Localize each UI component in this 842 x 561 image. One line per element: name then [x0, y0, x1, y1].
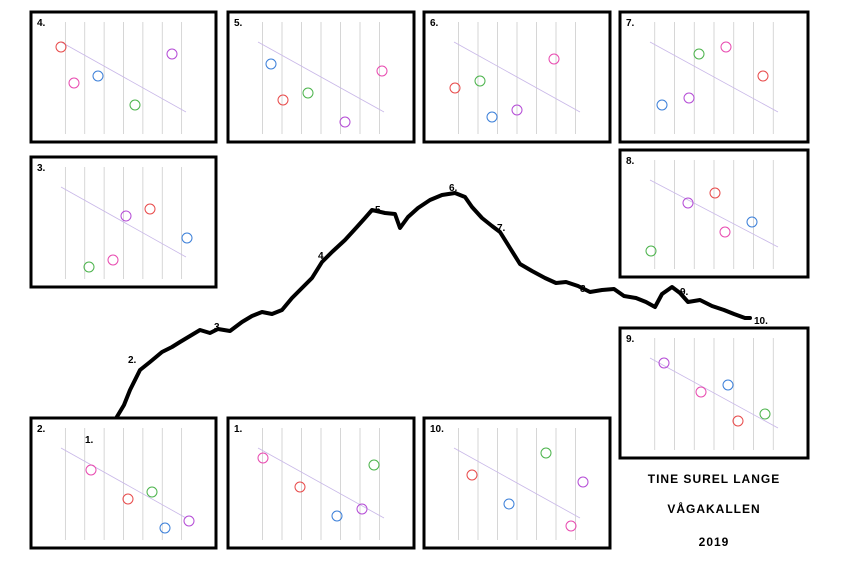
- doodle: [466, 469, 478, 481]
- profile-label: 7.: [497, 223, 506, 234]
- doodle: [122, 493, 134, 505]
- panel-label: 7.: [626, 18, 635, 29]
- doodle: [302, 87, 314, 99]
- panel-guide: [60, 186, 187, 258]
- panel-guide: [453, 41, 581, 113]
- panel-guide: [453, 447, 581, 519]
- doodle: [658, 357, 670, 369]
- doodle: [339, 116, 351, 128]
- doodle: [83, 261, 95, 273]
- doodle: [183, 515, 195, 527]
- profile-label: 1.: [85, 435, 94, 446]
- panel-label: 2.: [37, 424, 46, 435]
- doodle: [540, 447, 552, 459]
- panel-label: 5.: [234, 18, 243, 29]
- doodle: [356, 503, 368, 515]
- doodle: [683, 92, 695, 104]
- doodle: [720, 41, 732, 53]
- doodle: [565, 520, 577, 532]
- doodle: [92, 70, 104, 82]
- doodle: [759, 408, 771, 420]
- panel-guide: [649, 179, 779, 248]
- doodle: [695, 386, 707, 398]
- doodle: [55, 41, 67, 53]
- doodle: [107, 254, 119, 266]
- doodle: [645, 245, 657, 257]
- doodle: [331, 510, 343, 522]
- profile-label: 8.: [580, 284, 589, 295]
- profile-label: 6.: [449, 183, 458, 194]
- doodle: [709, 187, 721, 199]
- doodle: [486, 111, 498, 123]
- doodle: [85, 464, 97, 476]
- doodle: [746, 216, 758, 228]
- doodle: [693, 48, 705, 60]
- doodle: [503, 498, 515, 510]
- mountain-profile: [96, 191, 752, 442]
- panel-guide: [257, 41, 385, 113]
- doodle: [511, 104, 523, 116]
- artwork-year: 2019: [699, 535, 730, 549]
- artwork-title: VÅGAKALLEN: [667, 501, 760, 516]
- doodle: [166, 48, 178, 60]
- doodle: [277, 94, 289, 106]
- doodle: [368, 459, 380, 471]
- panel-guide: [60, 41, 187, 113]
- panel-label: 9.: [626, 334, 635, 345]
- doodle: [732, 415, 744, 427]
- doodle: [181, 232, 193, 244]
- artist-name: TINE SUREL LANGE: [648, 472, 780, 486]
- profile-label: 10.: [754, 316, 768, 327]
- doodle: [68, 77, 80, 89]
- panel-label: 4.: [37, 18, 46, 29]
- doodle: [682, 197, 694, 209]
- doodle: [722, 379, 734, 391]
- doodle: [577, 476, 589, 488]
- doodle: [376, 65, 388, 77]
- panel-guide: [649, 357, 779, 429]
- panel-guide: [257, 447, 385, 519]
- doodle: [159, 522, 171, 534]
- panel-guide: [649, 41, 779, 113]
- doodle: [548, 53, 560, 65]
- doodle: [474, 75, 486, 87]
- panel-guide: [60, 447, 187, 519]
- profile-label: 5.: [375, 205, 384, 216]
- panel-label: 1.: [234, 424, 243, 435]
- doodle: [656, 99, 668, 111]
- doodle: [294, 481, 306, 493]
- doodle: [257, 452, 269, 464]
- profile-label: 9.: [680, 287, 689, 298]
- doodle: [129, 99, 141, 111]
- doodle: [120, 210, 132, 222]
- doodle: [449, 82, 461, 94]
- profile-label: 3.: [214, 322, 223, 333]
- panel-label: 3.: [37, 163, 46, 174]
- profile-label: 2.: [128, 355, 137, 366]
- doodle: [265, 58, 277, 70]
- panel-label: 6.: [430, 18, 439, 29]
- doodle: [146, 486, 158, 498]
- panel-label: 8.: [626, 156, 635, 167]
- doodle: [144, 203, 156, 215]
- doodle: [719, 226, 731, 238]
- doodle: [757, 70, 769, 82]
- panel-label: 10.: [430, 424, 444, 435]
- profile-label: 4.: [318, 251, 327, 262]
